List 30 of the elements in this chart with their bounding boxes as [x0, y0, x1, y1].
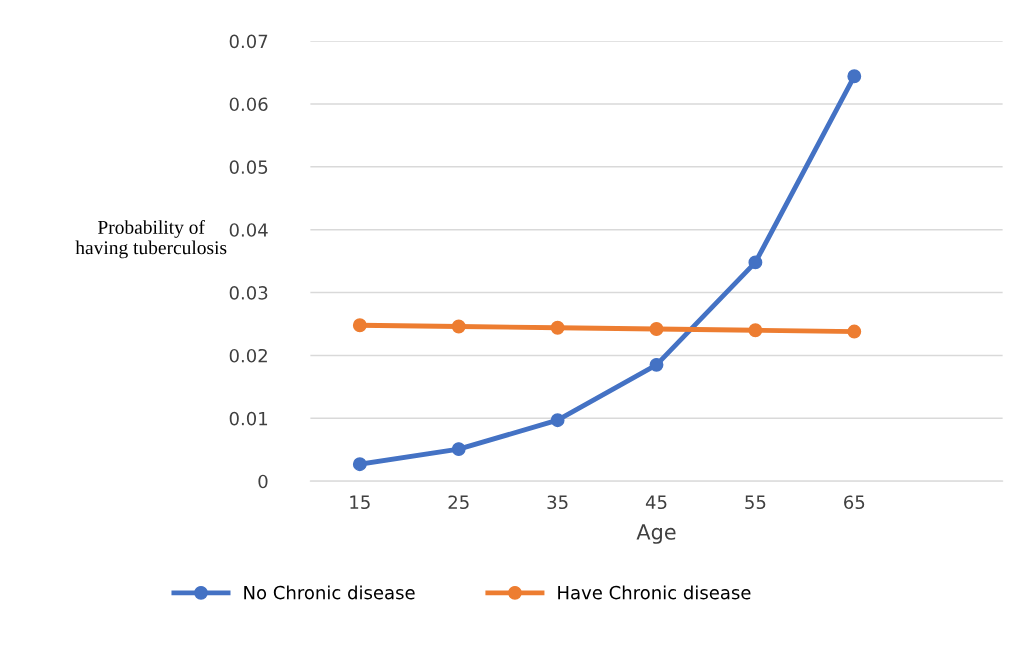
y-tick-label: 0.02	[229, 348, 267, 363]
point	[451, 442, 466, 457]
point	[748, 255, 763, 270]
x-tick-label: 25	[448, 495, 469, 510]
point	[649, 357, 664, 372]
point	[649, 322, 664, 336]
x-axis-title: Age	[636, 524, 676, 544]
point	[847, 324, 862, 339]
point	[550, 320, 565, 335]
x-tick-label: 15	[350, 495, 370, 510]
point	[847, 69, 862, 84]
point	[352, 457, 367, 472]
x-tick-label: 45	[645, 495, 667, 510]
y-tick-label: 0.01	[229, 411, 268, 426]
y-tick-label: 0.06	[229, 97, 268, 112]
x-tick-label: 35	[547, 495, 568, 510]
y-tick-label: 0.05	[229, 160, 268, 174]
y-tick-label: 0	[258, 474, 268, 489]
legend-label: Have Chronic disease	[558, 585, 751, 600]
x-tick-label: 65	[844, 495, 865, 510]
x-tick-label: 55	[745, 495, 766, 510]
point	[550, 413, 565, 428]
legend-label: No Chronic disease	[244, 585, 415, 600]
y-tick-label: 0.04	[229, 223, 268, 237]
y-tick-label: 0.07	[229, 34, 268, 49]
point	[451, 319, 466, 334]
y-tick-label: 0.03	[229, 286, 268, 300]
y-axis-title: Probability of having tuberculosis	[75, 219, 227, 259]
point	[748, 323, 763, 338]
point	[352, 318, 367, 333]
